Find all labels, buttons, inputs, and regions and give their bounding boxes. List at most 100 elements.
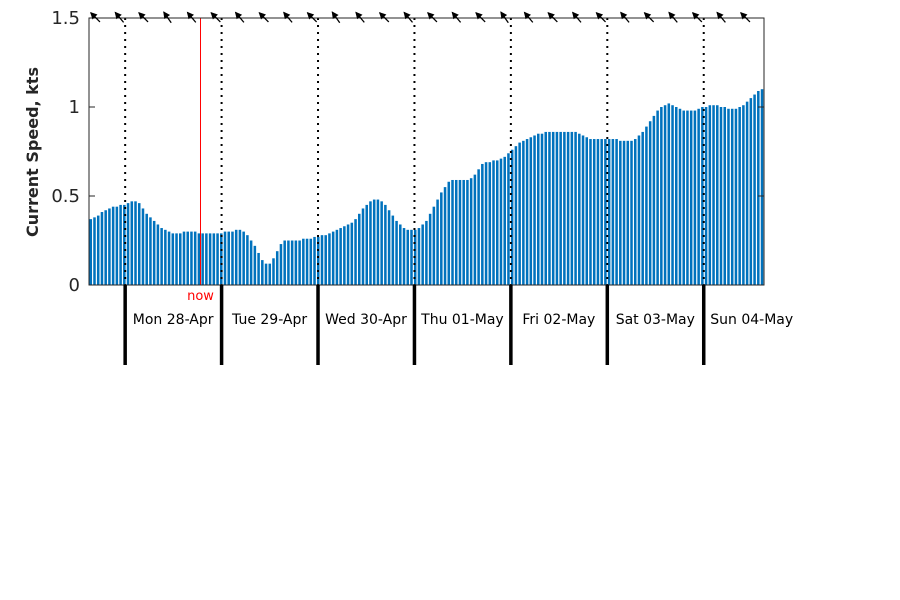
bar	[578, 133, 581, 285]
bar	[745, 101, 749, 285]
bar	[510, 149, 514, 285]
bar	[238, 229, 242, 285]
bar	[320, 235, 324, 285]
bar	[469, 178, 473, 285]
bar	[484, 162, 488, 285]
direction-arrow-icon	[547, 12, 558, 23]
y-tick-label: 1	[69, 97, 80, 118]
y-tick-label: 1.5	[51, 8, 80, 29]
bar	[760, 89, 764, 285]
bar	[309, 238, 313, 285]
bar	[734, 108, 738, 285]
bar	[234, 229, 238, 285]
direction-arrow-icon	[643, 12, 655, 23]
bar	[410, 229, 413, 285]
bar	[201, 233, 204, 285]
bar	[343, 226, 346, 285]
direction-arrow-icon	[283, 11, 293, 23]
bar	[495, 160, 499, 285]
bar	[186, 231, 189, 285]
bar	[294, 240, 298, 285]
y-tick-label: 0	[69, 275, 80, 296]
bar	[581, 135, 585, 285]
bar	[443, 187, 447, 285]
bar	[402, 228, 406, 285]
bar	[529, 137, 533, 285]
bar	[458, 179, 462, 285]
bar	[387, 210, 391, 285]
bar	[316, 236, 320, 285]
bar	[682, 110, 685, 285]
bar	[611, 139, 615, 285]
direction-arrow-icon	[691, 12, 703, 23]
direction-arrow-icon	[210, 12, 221, 23]
direction-arrow-icon	[331, 11, 341, 24]
direction-arrow-icon	[403, 11, 413, 23]
bar	[190, 231, 193, 285]
direction-arrow-icon	[90, 12, 101, 23]
bar	[220, 233, 223, 285]
bar	[533, 135, 536, 285]
direction-arrow-icon	[138, 12, 149, 23]
bar	[563, 131, 566, 285]
day-label: Thu 01-May	[420, 312, 504, 328]
bar	[223, 231, 227, 285]
bar	[499, 158, 503, 285]
bar	[100, 212, 104, 285]
bar	[592, 139, 596, 285]
bar	[689, 110, 693, 285]
bar	[179, 233, 182, 285]
bar	[712, 105, 715, 285]
bar	[287, 240, 290, 285]
bar	[652, 115, 656, 286]
bar	[436, 199, 439, 285]
bar	[719, 107, 723, 285]
day-axis: Mon 28-Apr Tue 29-Apr Wed 30-Apr Thu 01-May…	[123, 285, 793, 365]
bar	[358, 213, 361, 285]
bar	[149, 217, 152, 285]
bar	[212, 233, 216, 285]
direction-arrow-icon	[595, 12, 607, 23]
bar	[335, 229, 339, 285]
bar	[249, 240, 253, 285]
bar	[167, 231, 171, 285]
bar	[675, 107, 678, 285]
plot-area-border	[88, 17, 765, 286]
bar	[425, 220, 428, 285]
bar	[384, 204, 387, 285]
bar	[365, 204, 368, 285]
bar	[548, 131, 551, 285]
direction-arrow-icon	[451, 11, 462, 23]
bar	[723, 107, 727, 285]
bar	[570, 131, 574, 285]
bar	[298, 240, 301, 285]
bar	[518, 142, 521, 285]
bar	[205, 233, 208, 285]
bar	[645, 126, 648, 285]
bar	[126, 203, 130, 285]
direction-arrow-icon	[355, 11, 365, 23]
bar	[451, 179, 454, 285]
bar	[753, 94, 756, 285]
bar	[137, 203, 141, 285]
bar	[164, 229, 167, 285]
bar	[216, 233, 219, 285]
bar	[667, 103, 671, 285]
bar	[89, 219, 93, 285]
bar	[279, 244, 283, 285]
bar	[399, 224, 402, 285]
bar	[622, 140, 626, 285]
bar	[350, 222, 354, 285]
direction-arrow-icon	[114, 11, 125, 23]
bar	[555, 131, 559, 285]
bar	[268, 263, 272, 285]
bar	[574, 131, 577, 285]
bar	[290, 240, 294, 285]
bar	[406, 229, 410, 285]
bar	[701, 107, 704, 285]
bar	[473, 174, 477, 285]
bar	[440, 192, 443, 285]
day-label: Wed 30-Apr	[325, 312, 407, 328]
bar	[656, 110, 659, 285]
